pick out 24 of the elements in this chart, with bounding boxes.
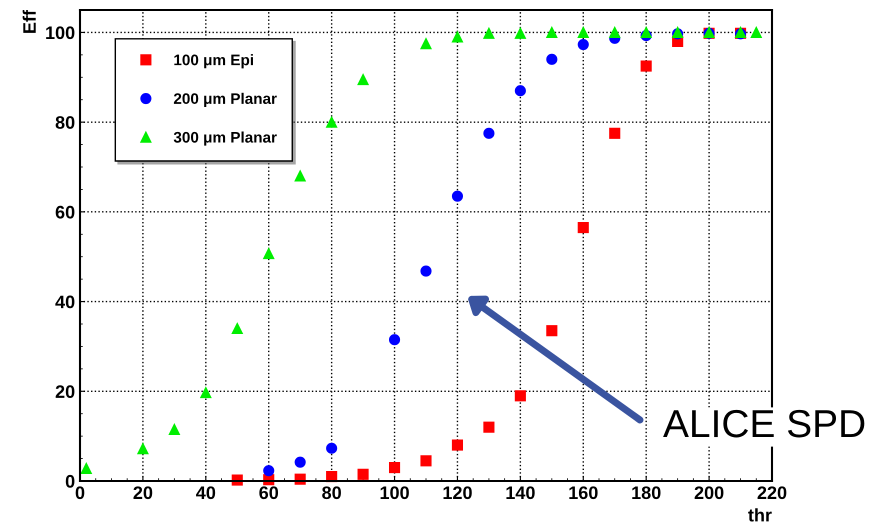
y-tick-label: 100 bbox=[46, 26, 74, 40]
annotation: ALICE SPD bbox=[663, 410, 864, 438]
x-tick-label: 140 bbox=[506, 486, 535, 500]
y-tick-label: 60 bbox=[56, 206, 74, 219]
legend-label: 200 μm Planar bbox=[174, 92, 277, 107]
y-tick-label: 20 bbox=[56, 385, 74, 398]
x-tick-label: 60 bbox=[259, 486, 278, 500]
x-tick-label: 200 bbox=[694, 486, 724, 500]
legend-label: 300 μm Planar bbox=[174, 131, 277, 146]
y-tick-label: 40 bbox=[55, 296, 74, 308]
x-tick-label: 40 bbox=[196, 486, 216, 500]
x-tick-label: 80 bbox=[322, 486, 341, 500]
y-tick-label: 0 bbox=[66, 474, 74, 488]
y-axis-title: Eff bbox=[22, 10, 36, 33]
x-tick-label: 120 bbox=[444, 486, 472, 500]
y-tick-label: 80 bbox=[56, 116, 74, 129]
x-tick-label: 220 bbox=[758, 486, 786, 500]
x-tick-label: 180 bbox=[632, 486, 661, 500]
x-tick-label: 160 bbox=[569, 486, 598, 500]
x-tick-label: 100 bbox=[380, 486, 409, 500]
x-tick-label: 20 bbox=[133, 486, 152, 500]
x-axis-title: thr bbox=[748, 508, 772, 522]
legend-label: 100 μm Epi bbox=[174, 54, 253, 68]
x-tick-label: 0 bbox=[76, 486, 84, 500]
